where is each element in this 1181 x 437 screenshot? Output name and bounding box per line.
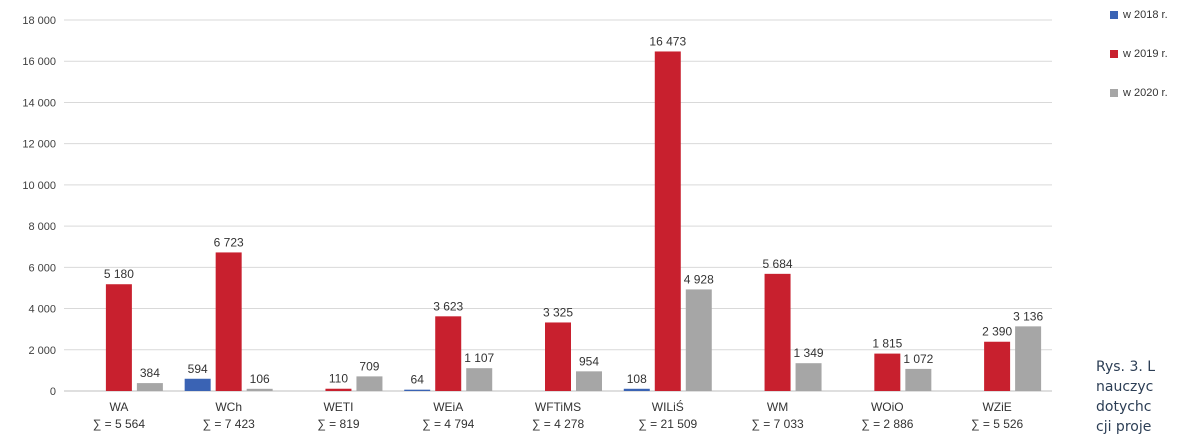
bar (246, 388, 273, 391)
caption-line: Rys. 3. L (1096, 359, 1156, 375)
category-sum-label: ∑ = 7 033 (751, 417, 804, 431)
legend-item-2020: w 2020 r. (1110, 86, 1168, 100)
data-label: 1 815 (872, 337, 902, 351)
data-label: 594 (188, 362, 208, 376)
data-label: 1 349 (794, 346, 824, 360)
legend-item-2018: w 2018 r. (1110, 8, 1168, 22)
y-tick-label: 10 000 (22, 180, 56, 192)
category-sum-label: ∑ = 5 526 (971, 417, 1024, 431)
x-tick-label: WA (109, 400, 128, 414)
y-tick-label: 14 000 (22, 97, 56, 109)
y-tick-label: 2 000 (28, 345, 56, 357)
data-label: 709 (359, 359, 379, 373)
caption-line: nauczyc (1096, 379, 1154, 395)
bar (136, 383, 163, 391)
x-tick-label: WILiŚ (652, 399, 684, 414)
bar (435, 316, 462, 391)
y-tick-label: 8 000 (28, 221, 56, 233)
bar (466, 368, 493, 391)
y-tick-label: 6 000 (28, 262, 56, 274)
data-label: 5 180 (104, 267, 134, 281)
category-sum-label: ∑ = 5 564 (93, 417, 146, 431)
x-tick-label: WEiA (433, 400, 463, 414)
bar (874, 353, 901, 391)
data-label: 954 (579, 354, 599, 368)
caption-line: dotychc (1096, 399, 1152, 415)
data-label: 3 623 (433, 299, 463, 313)
y-tick-label: 0 (50, 386, 56, 398)
data-label: 3 325 (543, 305, 573, 319)
bar (356, 376, 383, 391)
data-label: 2 390 (982, 325, 1012, 339)
data-label: 1 107 (464, 351, 494, 365)
bar-chart: 0 2 000 4 000 6 000 8 000 10 000 12 000 14 000 1… (22, 15, 1052, 431)
y-tick-label: 18 000 (22, 15, 56, 27)
bar (654, 51, 681, 391)
legend-swatch-2018 (1110, 11, 1118, 19)
bar (184, 378, 211, 391)
bar (1015, 326, 1042, 391)
x-tick-label: WCh (215, 400, 242, 414)
data-label: 64 (411, 373, 425, 387)
legend-label-2020: w 2020 r. (1123, 87, 1168, 99)
caption-line: cji proje (1096, 419, 1152, 435)
category-sum-label: ∑ = 2 886 (861, 417, 914, 431)
bar (795, 363, 822, 391)
data-label: 1 072 (903, 352, 933, 366)
data-label: 110 (329, 372, 348, 386)
bar (545, 322, 571, 391)
category-sum-label: ∑ = 4 278 (532, 417, 585, 431)
x-tick-label: WETI (323, 400, 353, 414)
legend-swatch-2020 (1110, 89, 1118, 97)
category-sum-label: ∑ = 7 423 (203, 417, 256, 431)
category-sum-label: ∑ = 4 794 (422, 417, 475, 431)
data-label: 6 723 (214, 235, 244, 249)
data-label: 106 (250, 372, 270, 386)
bar (404, 389, 431, 391)
bar (576, 371, 602, 391)
legend-item-2019: w 2019 r. (1110, 47, 1168, 61)
category-sum-label: ∑ = 21 509 (638, 417, 697, 431)
bar (764, 273, 791, 391)
y-tick-label: 4 000 (28, 304, 56, 316)
data-label: 3 136 (1013, 309, 1043, 323)
figure-caption: Rys. 3. L nauczyc dotychc cji proje (1096, 357, 1181, 437)
data-label: 16 473 (649, 34, 686, 48)
category-sum-label: ∑ = 819 (317, 417, 360, 431)
data-label: 5 684 (763, 257, 793, 271)
x-tick-label: WM (767, 400, 788, 414)
x-tick-label: WZiE (982, 400, 1011, 414)
data-label: 384 (140, 366, 160, 380)
legend-label-2019: w 2019 r. (1123, 48, 1168, 60)
bar (325, 388, 352, 391)
y-tick-label: 12 000 (22, 139, 56, 151)
data-label: 4 928 (684, 272, 714, 286)
bar (105, 284, 132, 391)
data-label: 108 (627, 372, 647, 386)
bar (685, 289, 712, 391)
bar (984, 341, 1011, 391)
bar (905, 368, 932, 391)
legend-label-2018: w 2018 r. (1123, 9, 1168, 21)
x-tick-label: WFTiMS (535, 400, 581, 414)
bar (215, 252, 242, 391)
bar (623, 388, 650, 391)
legend: w 2018 r. w 2019 r. w 2020 r. (1110, 8, 1168, 125)
x-tick-label: WOiO (871, 400, 904, 414)
legend-swatch-2019 (1110, 50, 1118, 58)
y-tick-label: 16 000 (22, 56, 56, 68)
